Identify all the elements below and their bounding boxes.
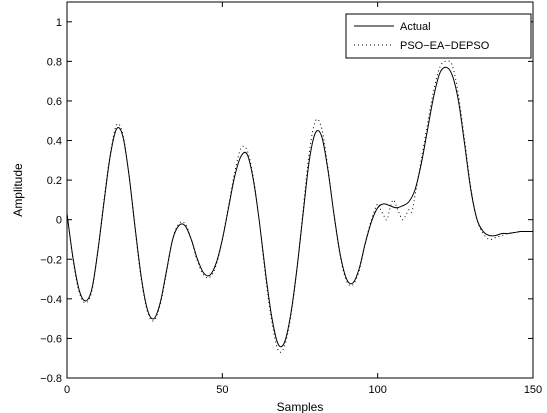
y-tick-label: −0.6 bbox=[40, 333, 62, 345]
legend: Actual PSO−EA−DEPSO bbox=[345, 13, 532, 59]
series-actual-line bbox=[66, 66, 533, 348]
y-tick-label: 0.8 bbox=[47, 56, 62, 68]
legend-actual-label: Actual bbox=[400, 21, 431, 33]
x-tick-label: 100 bbox=[368, 384, 386, 396]
legend-pso-label: PSO−EA−DEPSO bbox=[400, 40, 490, 52]
axis-ticks: 0 50 100 150 −0.8 −0.6 −0.4 −0.2 0 0.2 0.4 0.6 0.8 1 bbox=[40, 2, 542, 396]
y-tick-label: 0.2 bbox=[47, 175, 62, 187]
y-tick-label: 1 bbox=[56, 17, 62, 29]
x-tick-label: 50 bbox=[216, 384, 228, 396]
y-axis-title: Amplitude bbox=[11, 163, 25, 217]
y-tick-label: −0.8 bbox=[40, 373, 62, 385]
x-tick-label: 150 bbox=[524, 384, 542, 396]
series-layer bbox=[66, 60, 533, 353]
y-tick-label: 0.6 bbox=[47, 96, 62, 108]
y-tick-label: 0.4 bbox=[47, 136, 62, 148]
plot-area bbox=[66, 1, 534, 379]
y-tick-label: −0.2 bbox=[40, 254, 62, 266]
legend-box bbox=[345, 13, 532, 59]
y-tick-label: −0.4 bbox=[40, 294, 62, 306]
y-tick-label: 0 bbox=[56, 215, 62, 227]
x-tick-label: 0 bbox=[64, 384, 70, 396]
x-axis-title: Samples bbox=[277, 400, 324, 413]
